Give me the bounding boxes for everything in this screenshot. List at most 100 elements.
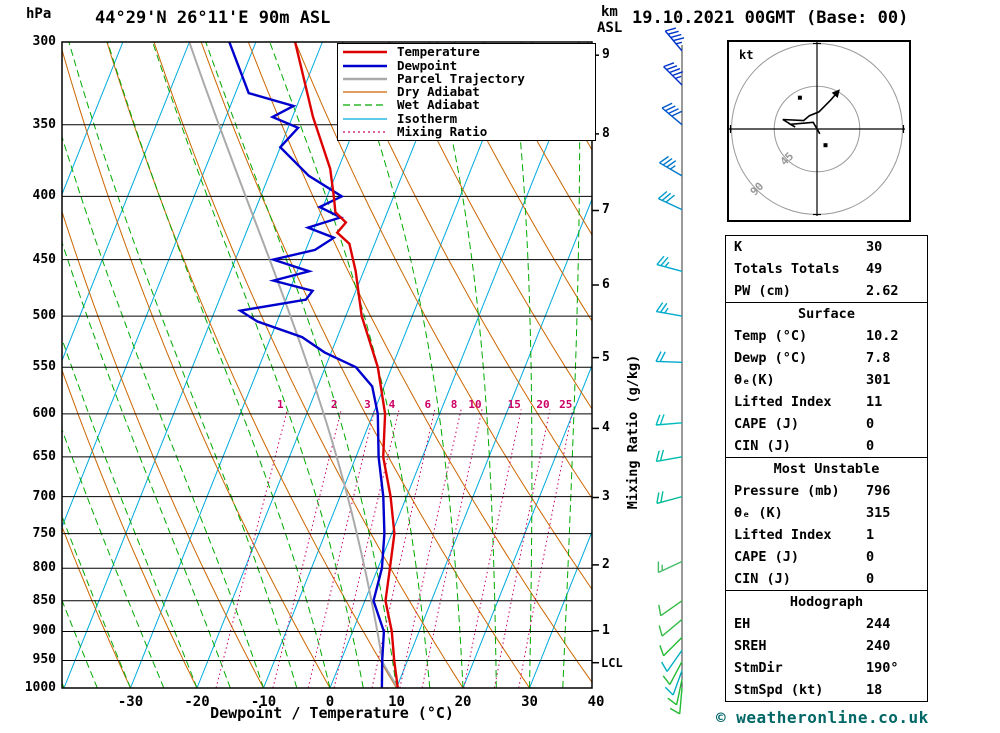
- table-row-value: 7.8: [866, 350, 891, 366]
- isotherm: [396, 197, 592, 688]
- temperature-tick-label: 30: [521, 694, 538, 710]
- wind-barb: [655, 302, 683, 317]
- altitude-tick-label: 2: [602, 556, 610, 572]
- table-row-value: 11: [866, 394, 883, 410]
- altitude-tick-label: 1: [602, 622, 610, 638]
- mixing-ratio-label: 2: [330, 398, 338, 411]
- table-row: CIN (J) 0: [726, 568, 927, 590]
- wet-adiabat: [205, 42, 397, 688]
- legend-item-label: Isotherm: [397, 110, 458, 126]
- table-row-label: StmSpd (kt): [734, 682, 824, 698]
- hodograph-marker: [797, 95, 802, 100]
- wind-barb: [655, 351, 683, 364]
- temperature-tick-label: 20: [454, 694, 472, 710]
- mixing-ratio-line: [518, 409, 574, 688]
- table-row: EH 244: [726, 613, 927, 635]
- wet-adiabat: [107, 42, 331, 688]
- wet-adiabat: [62, 337, 198, 688]
- x-axis-title: Dewpoint / Temperature (°C): [210, 704, 454, 722]
- table-row-label: Temp (°C): [734, 328, 808, 344]
- wet-adiabat: [62, 135, 264, 688]
- table-row: CAPE (J) 0: [726, 413, 927, 435]
- table-row-value: 30: [866, 239, 883, 255]
- table-section-title: Most Unstable: [773, 461, 880, 477]
- legend-item-label: Dewpoint: [397, 57, 458, 73]
- legend-item-dewpoint: Dewpoint: [341, 57, 595, 73]
- altitude-tick-label: 5: [602, 349, 610, 365]
- info-table-indices: K 30 Totals Totals 49 PW (cm) 2.62: [725, 235, 928, 303]
- wind-barb: [655, 414, 683, 426]
- table-row-value: 0: [866, 549, 875, 565]
- indices-tables: K 30 Totals Totals 49 PW (cm) 2.62 Surface Temp…: [725, 235, 928, 702]
- legend-item-temperature: Temperature: [341, 46, 595, 58]
- dewpoint-curve: [228, 42, 386, 688]
- altitude-axis-unit-asl: ASL: [597, 20, 623, 36]
- info-table-hodograph: Hodograph EH 244 SREH 240 StmDir 190° StmSpd (k…: [725, 590, 928, 702]
- wet-adiabat: [68, 42, 298, 688]
- mixing-ratio-axis-title: Mixing Ratio (g/kg): [625, 354, 641, 510]
- temperature-tick-label: 40: [587, 694, 605, 710]
- hodograph-marker: [823, 143, 828, 148]
- isotherm: [62, 42, 257, 529]
- mixing-ratio-label: 3: [364, 398, 371, 411]
- pressure-tick-label: 800: [32, 560, 56, 576]
- isotherm: [529, 530, 592, 688]
- altitude-tick-label: 9: [602, 47, 610, 63]
- wind-barb: [656, 491, 683, 505]
- legend-line-sample: [343, 91, 387, 93]
- table-row-value: 244: [866, 616, 891, 632]
- table-row: Lifted Index 11: [726, 391, 927, 413]
- parcel-trajectory-curve: [188, 42, 399, 688]
- table-row: Pressure (mb) 796: [726, 480, 927, 502]
- mixing-ratio-label: 8: [450, 398, 458, 411]
- plot-border: [61, 41, 593, 689]
- legend-line-sample: [343, 64, 387, 67]
- table-row-value: 301: [866, 372, 891, 388]
- legend-item-label: Dry Adiabat: [397, 84, 480, 99]
- pressure-tick-label: 550: [32, 359, 56, 375]
- table-row-value: 0: [866, 571, 875, 587]
- table-section-title: Surface: [798, 306, 855, 322]
- legend-line-sample: [343, 131, 387, 133]
- mixing-ratio-line: [421, 409, 483, 688]
- isotherm: [62, 42, 124, 196]
- table-row: PW (cm) 2.62: [726, 280, 927, 302]
- date-title: 19.10.2021 00GMT (Base: 00): [632, 8, 909, 28]
- table-row: StmDir 190°: [726, 657, 927, 679]
- pressure-tick-label: 900: [32, 623, 56, 639]
- legend-line-sample: [343, 104, 387, 106]
- wind-barb: [669, 687, 683, 715]
- isotherm: [130, 42, 390, 688]
- wind-barb: [661, 102, 683, 126]
- wind-barb: [662, 661, 683, 686]
- pressure-tick-label: 450: [32, 251, 56, 267]
- hodograph-panel: kt: [727, 40, 911, 222]
- mixing-ratio-label: 10: [468, 398, 482, 411]
- legend-item-parcel-trajectory: Parcel Trajectory: [341, 72, 595, 85]
- table-section-title: Hodograph: [789, 594, 864, 610]
- wind-barb: [657, 560, 683, 574]
- isotherm: [462, 364, 592, 688]
- wet-adiabat: [62, 240, 231, 688]
- hodograph-plot: [729, 42, 905, 216]
- wind-barb: [663, 62, 684, 86]
- table-row-value: 49: [866, 261, 883, 277]
- pressure-tick-label: 400: [32, 188, 56, 204]
- temperature-tick-label: 0: [325, 694, 335, 710]
- mixing-ratio-label: 6: [424, 398, 432, 411]
- temperature-tick-label: 10: [388, 694, 405, 710]
- dry-adiabat: [483, 42, 592, 236]
- table-row-value: 2.62: [866, 283, 899, 299]
- legend-item-isotherm: Isotherm: [341, 110, 595, 126]
- table-row: Totals Totals 49: [726, 258, 927, 280]
- altitude-tick-label: 3: [602, 489, 610, 505]
- table-row-label: EH: [734, 616, 751, 632]
- table-row-label: θₑ (K): [734, 505, 783, 521]
- wind-barb: [659, 636, 683, 657]
- wind-barb: [656, 255, 683, 273]
- table-row-value: 796: [866, 483, 891, 499]
- table-row-label: Dewp (°C): [734, 350, 808, 366]
- lcl-label: LCL: [601, 655, 623, 670]
- legend-line-sample: [343, 77, 387, 80]
- table-row-value: 190°: [866, 660, 899, 676]
